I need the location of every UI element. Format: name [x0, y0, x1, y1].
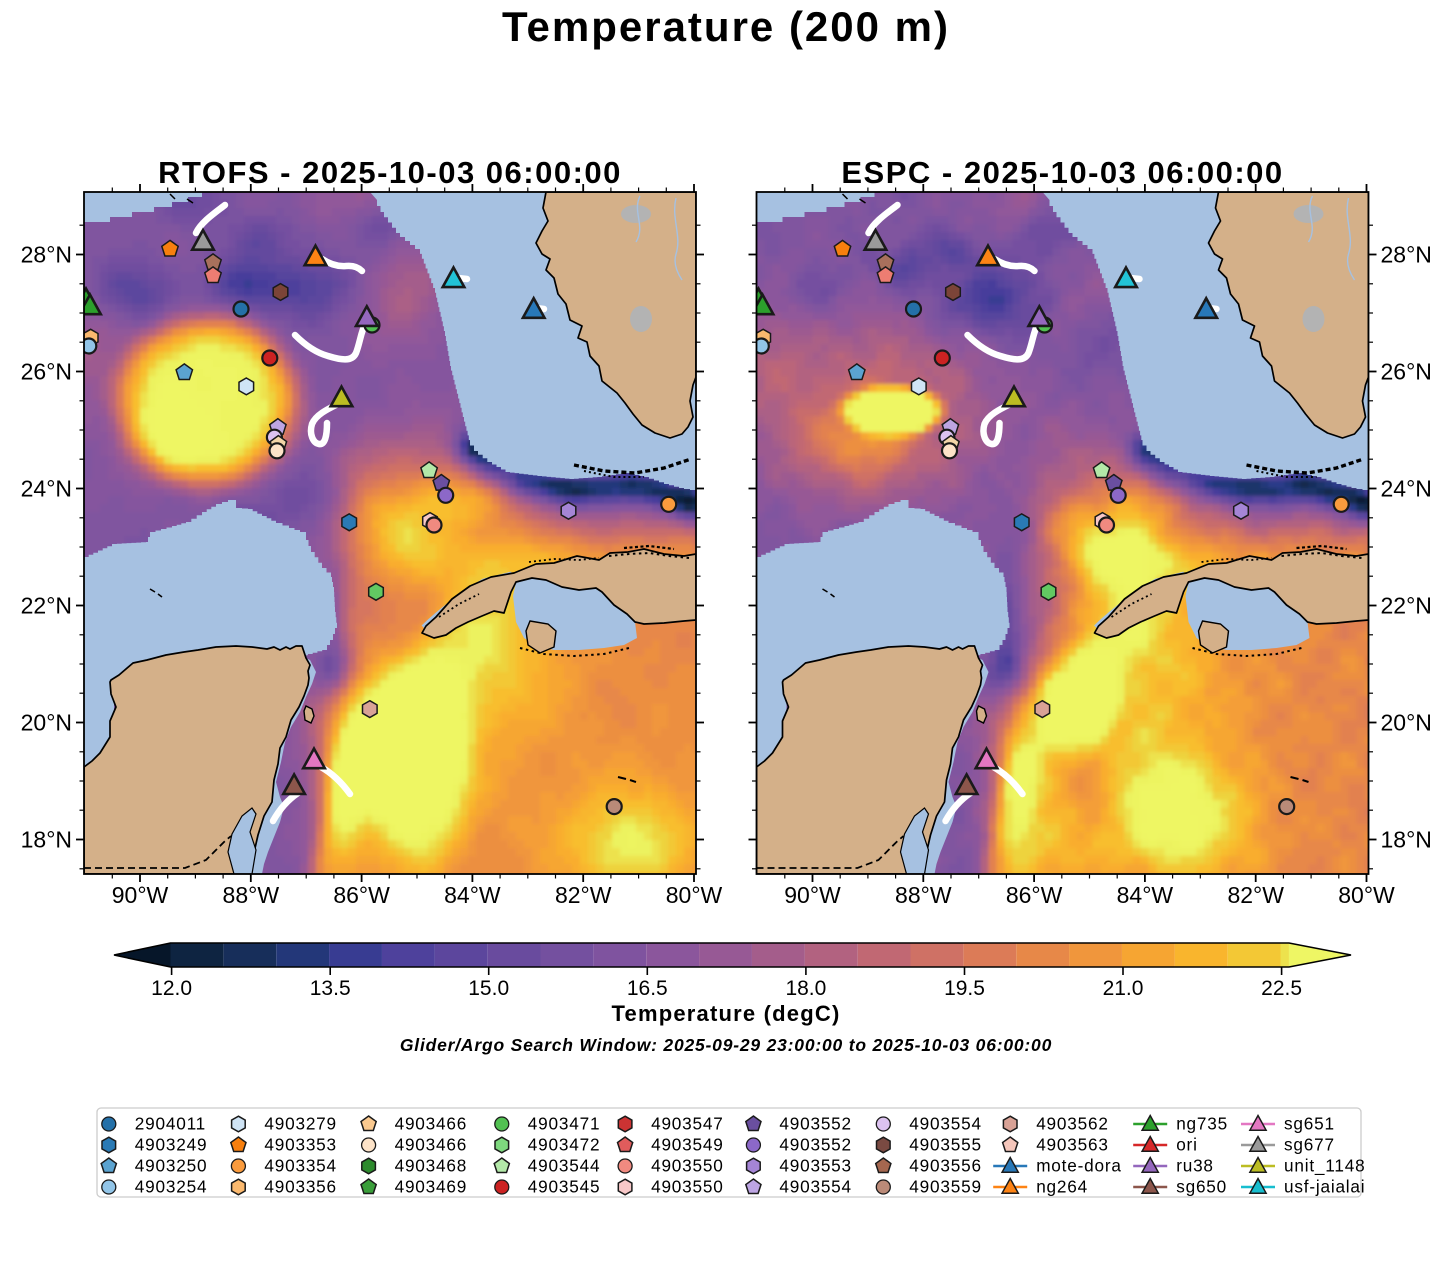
svg-text:4903553: 4903553 [779, 1156, 852, 1176]
svg-text:80°W: 80°W [666, 882, 723, 908]
svg-text:ru38: ru38 [1176, 1156, 1214, 1176]
svg-text:28°N: 28°N [21, 242, 72, 268]
svg-text:4903356: 4903356 [264, 1177, 337, 1197]
svg-text:4903353: 4903353 [264, 1135, 337, 1155]
svg-text:19.5: 19.5 [944, 977, 985, 1000]
svg-text:4903466: 4903466 [395, 1135, 468, 1155]
svg-text:4903468: 4903468 [395, 1156, 468, 1176]
svg-text:4903469: 4903469 [395, 1177, 468, 1197]
svg-text:28°N: 28°N [1381, 242, 1432, 268]
svg-text:4903552: 4903552 [779, 1135, 852, 1155]
svg-text:82°W: 82°W [555, 882, 612, 908]
svg-text:4903562: 4903562 [1036, 1114, 1109, 1134]
svg-text:12.0: 12.0 [151, 977, 192, 1000]
svg-text:4903471: 4903471 [528, 1114, 601, 1134]
svg-text:21.0: 21.0 [1103, 977, 1144, 1000]
svg-text:2904011: 2904011 [135, 1114, 206, 1134]
svg-text:13.5: 13.5 [310, 977, 351, 1000]
svg-text:4903549: 4903549 [651, 1135, 724, 1155]
svg-text:84°W: 84°W [1117, 882, 1174, 908]
svg-text:82°W: 82°W [1227, 882, 1284, 908]
svg-text:4903554: 4903554 [779, 1177, 852, 1197]
svg-text:4903466: 4903466 [395, 1114, 468, 1134]
svg-text:86°W: 86°W [333, 882, 390, 908]
svg-text:15.0: 15.0 [468, 977, 509, 1000]
svg-text:16.5: 16.5 [627, 977, 668, 1000]
svg-text:4903552: 4903552 [779, 1114, 852, 1134]
svg-text:24°N: 24°N [21, 476, 72, 502]
svg-text:4903550: 4903550 [651, 1156, 724, 1176]
svg-text:18.0: 18.0 [785, 977, 826, 1000]
svg-text:90°W: 90°W [784, 882, 841, 908]
svg-text:20°N: 20°N [1381, 710, 1432, 736]
svg-text:4903556: 4903556 [909, 1156, 982, 1176]
svg-text:4903550: 4903550 [651, 1177, 724, 1197]
svg-text:88°W: 88°W [223, 882, 280, 908]
svg-text:4903250: 4903250 [135, 1156, 208, 1176]
svg-text:Temperature (degC): Temperature (degC) [612, 1001, 841, 1026]
svg-text:22°N: 22°N [21, 593, 72, 619]
svg-text:4903354: 4903354 [264, 1156, 337, 1176]
svg-text:sg677: sg677 [1284, 1135, 1335, 1155]
svg-text:unit_1148: unit_1148 [1284, 1156, 1365, 1176]
svg-text:90°W: 90°W [112, 882, 169, 908]
svg-text:86°W: 86°W [1006, 882, 1063, 908]
svg-text:sg651: sg651 [1284, 1114, 1335, 1134]
svg-text:Temperature (200 m): Temperature (200 m) [502, 3, 950, 50]
svg-text:4903249: 4903249 [135, 1135, 208, 1155]
svg-text:88°W: 88°W [895, 882, 952, 908]
svg-text:26°N: 26°N [21, 359, 72, 385]
svg-text:ng735: ng735 [1176, 1114, 1228, 1134]
svg-text:80°W: 80°W [1338, 882, 1395, 908]
svg-text:Glider/Argo Search Window: 202: Glider/Argo Search Window: 2025-09-29 23… [400, 1035, 1052, 1055]
svg-text:4903254: 4903254 [135, 1177, 208, 1197]
svg-text:mote-dora: mote-dora [1036, 1156, 1122, 1176]
svg-text:4903554: 4903554 [909, 1114, 982, 1134]
svg-text:4903279: 4903279 [264, 1114, 337, 1134]
svg-text:ESPC - 2025-10-03 06:00:00: ESPC - 2025-10-03 06:00:00 [841, 155, 1283, 190]
svg-text:4903555: 4903555 [909, 1135, 982, 1155]
svg-text:22.5: 22.5 [1261, 977, 1302, 1000]
svg-text:4903545: 4903545 [528, 1177, 601, 1197]
svg-text:18°N: 18°N [1381, 827, 1432, 853]
svg-text:4903544: 4903544 [528, 1156, 601, 1176]
svg-text:4903547: 4903547 [651, 1114, 724, 1134]
svg-text:RTOFS - 2025-10-03 06:00:00: RTOFS - 2025-10-03 06:00:00 [158, 155, 622, 190]
svg-text:22°N: 22°N [1381, 593, 1432, 619]
svg-text:84°W: 84°W [444, 882, 501, 908]
svg-text:ori: ori [1176, 1135, 1198, 1155]
svg-text:4903563: 4903563 [1036, 1135, 1109, 1155]
svg-text:26°N: 26°N [1381, 359, 1432, 385]
svg-text:4903472: 4903472 [528, 1135, 601, 1155]
svg-text:4903559: 4903559 [909, 1177, 982, 1197]
svg-text:24°N: 24°N [1381, 476, 1432, 502]
svg-text:18°N: 18°N [21, 827, 72, 853]
svg-text:20°N: 20°N [21, 710, 72, 736]
svg-text:usf-jaialai: usf-jaialai [1284, 1177, 1365, 1197]
svg-text:sg650: sg650 [1176, 1177, 1227, 1197]
svg-text:ng264: ng264 [1036, 1177, 1088, 1197]
